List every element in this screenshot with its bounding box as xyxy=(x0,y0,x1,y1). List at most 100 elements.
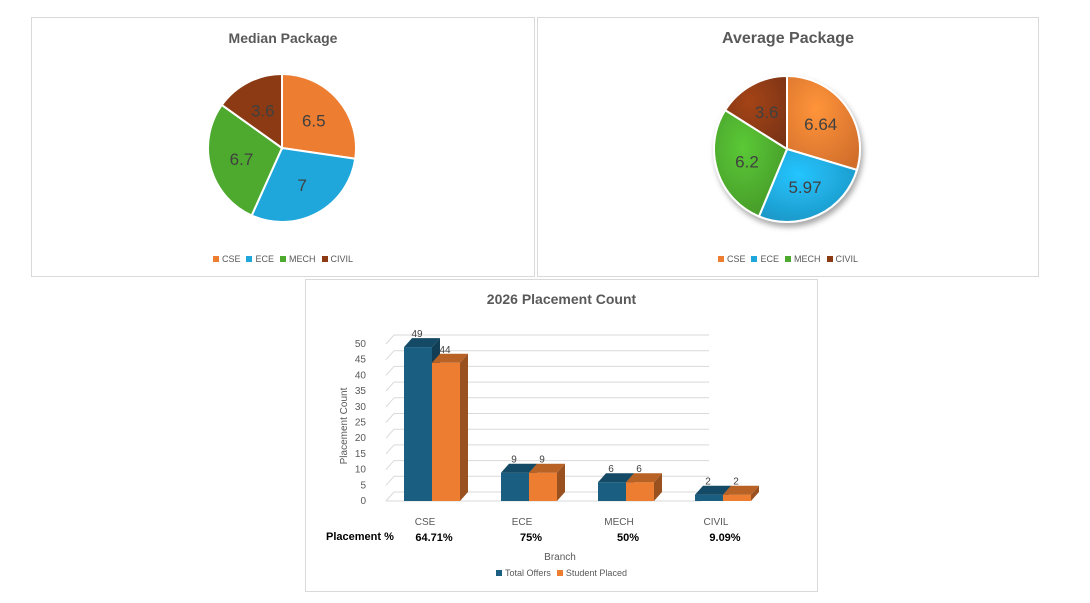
average-pie-svg: 6.64 5.97 6.2 3.6 xyxy=(713,74,861,223)
median-package-chart: Median Package 6.5 7 6.7 3.6 CSE ECE MECH CIVI… xyxy=(31,17,535,277)
bar-top xyxy=(626,473,662,483)
median-slice-cse xyxy=(281,72,357,160)
count-legend-item-student-placed: Student Placed xyxy=(556,568,627,578)
y-tick-label: 0 xyxy=(360,496,366,507)
count-legend-item-total-offers: Total Offers xyxy=(496,568,551,578)
bar-data-label: 44 xyxy=(439,345,451,356)
bar-side xyxy=(460,353,468,501)
median-slice-label-ece: 7 xyxy=(297,176,306,195)
bar-front xyxy=(404,347,432,501)
bar-data-label: 9 xyxy=(539,455,545,466)
gridline-side xyxy=(385,428,395,439)
average-slice-label-civil: 3.6 xyxy=(755,103,779,122)
median-slice-ece xyxy=(250,146,357,223)
average-slice-label-mech: 6.2 xyxy=(735,153,759,172)
average-chart-title: Average Package xyxy=(722,30,854,47)
average-package-chart: Average Package 6.64 5.97 6.2 3.6 CSE ECE MEC… xyxy=(537,17,1039,277)
legend-label: CSE xyxy=(726,254,746,264)
bar-top xyxy=(695,485,731,495)
bar-side xyxy=(557,463,565,501)
median-legend-item-mech: MECH xyxy=(280,254,316,264)
average-slice-label-cse: 6.64 xyxy=(804,115,837,134)
legend-swatch xyxy=(321,255,328,262)
legend-swatch xyxy=(826,255,833,262)
y-tick-label: 35 xyxy=(355,386,367,397)
y-tick-label: 40 xyxy=(355,370,367,381)
gridline-side xyxy=(385,475,395,486)
legend-label: CSE xyxy=(221,254,241,264)
bar-data-label: 49 xyxy=(411,329,423,340)
legend-label: Total Offers xyxy=(505,568,551,578)
median-slice-mech xyxy=(207,103,284,217)
median-slice-label-civil: 3.6 xyxy=(251,102,275,121)
y-tick-label: 30 xyxy=(355,402,367,413)
average-slice-civil xyxy=(723,74,788,151)
average-slice-label-ece: 5.97 xyxy=(788,178,821,197)
median-legend-item-ece: ECE xyxy=(246,254,274,264)
bar-front xyxy=(501,472,529,501)
average-legend-item-ece: ECE xyxy=(751,254,779,264)
bar-top xyxy=(404,338,440,348)
y-tick-label: 25 xyxy=(355,418,367,429)
placement-pct-mech: 50% xyxy=(617,532,639,544)
legend-swatch xyxy=(785,255,791,262)
bar-ece-student-placed xyxy=(529,463,565,501)
y-tick-label: 20 xyxy=(355,433,367,444)
legend-swatch xyxy=(751,255,758,262)
median-chart-title: Median Package xyxy=(228,30,338,46)
gridline-side xyxy=(385,444,395,455)
placement-pct-civil: 9.09% xyxy=(709,532,740,544)
average-legend-item-mech: MECH xyxy=(785,254,821,264)
y-tick-label: 45 xyxy=(355,355,367,366)
legend-label: MECH xyxy=(794,254,821,264)
legend-label: CIVIL xyxy=(835,254,859,264)
legend-swatch xyxy=(246,255,253,262)
bar-top xyxy=(501,463,537,473)
bar-top xyxy=(432,353,468,363)
bar-civil-student-placed xyxy=(723,485,759,501)
median-slice-civil xyxy=(220,72,283,150)
gridline-side xyxy=(385,397,395,408)
gridline-side xyxy=(385,491,395,502)
count-chart-title: 2026 Placement Count xyxy=(486,291,637,307)
bar-top xyxy=(723,485,759,495)
legend-label: ECE xyxy=(255,254,274,264)
bar-front xyxy=(529,472,557,501)
count-legend: Total Offers Student Placed xyxy=(306,568,817,578)
gridline-side xyxy=(385,381,395,392)
placement-pct-ece: 75% xyxy=(520,532,542,544)
gridline-side xyxy=(385,334,395,345)
average-slice-cse xyxy=(786,74,861,172)
gridline-side xyxy=(385,460,395,470)
gridline-side xyxy=(385,366,395,376)
y-tick-label: 15 xyxy=(355,449,367,460)
placement-pct-label: Placement % xyxy=(326,531,394,543)
gridline-side xyxy=(385,350,395,361)
y-tick-label: 10 xyxy=(355,465,367,476)
bar-front xyxy=(432,362,460,501)
x-axis-title: Branch xyxy=(544,552,576,563)
average-legend: CSE ECE MECH CIVIL xyxy=(538,254,1038,264)
placement-count-chart: 2026 Placement Count 0 5 10 15 20 25 30 35 40 45 5… xyxy=(305,279,818,592)
average-slice-mech xyxy=(713,108,789,218)
x-tick-label-cse: CSE xyxy=(415,517,436,528)
y-tick-label: 5 xyxy=(360,480,366,491)
bar-data-label: 6 xyxy=(608,464,614,475)
median-legend-item-cse: CSE xyxy=(212,254,241,264)
legend-label: MECH xyxy=(289,254,316,264)
median-slice-label-cse: 6.5 xyxy=(302,112,326,131)
bar-data-label: 9 xyxy=(511,455,517,466)
median-pie-svg: 6.5 7 6.7 3.6 xyxy=(207,72,357,223)
gridline-side xyxy=(385,413,395,423)
median-slice-label-mech: 6.7 xyxy=(230,150,254,169)
bar-data-label: 2 xyxy=(733,477,739,488)
x-tick-label-mech: MECH xyxy=(604,517,633,528)
bar-front xyxy=(626,482,654,501)
bar-side xyxy=(654,473,662,501)
average-slice-ece xyxy=(757,147,859,223)
legend-label: Student Placed xyxy=(565,568,627,578)
bar-top xyxy=(598,473,634,483)
legend-swatch xyxy=(717,255,724,262)
average-legend-item-civil: CIVIL xyxy=(826,254,859,264)
legend-label: ECE xyxy=(760,254,779,264)
